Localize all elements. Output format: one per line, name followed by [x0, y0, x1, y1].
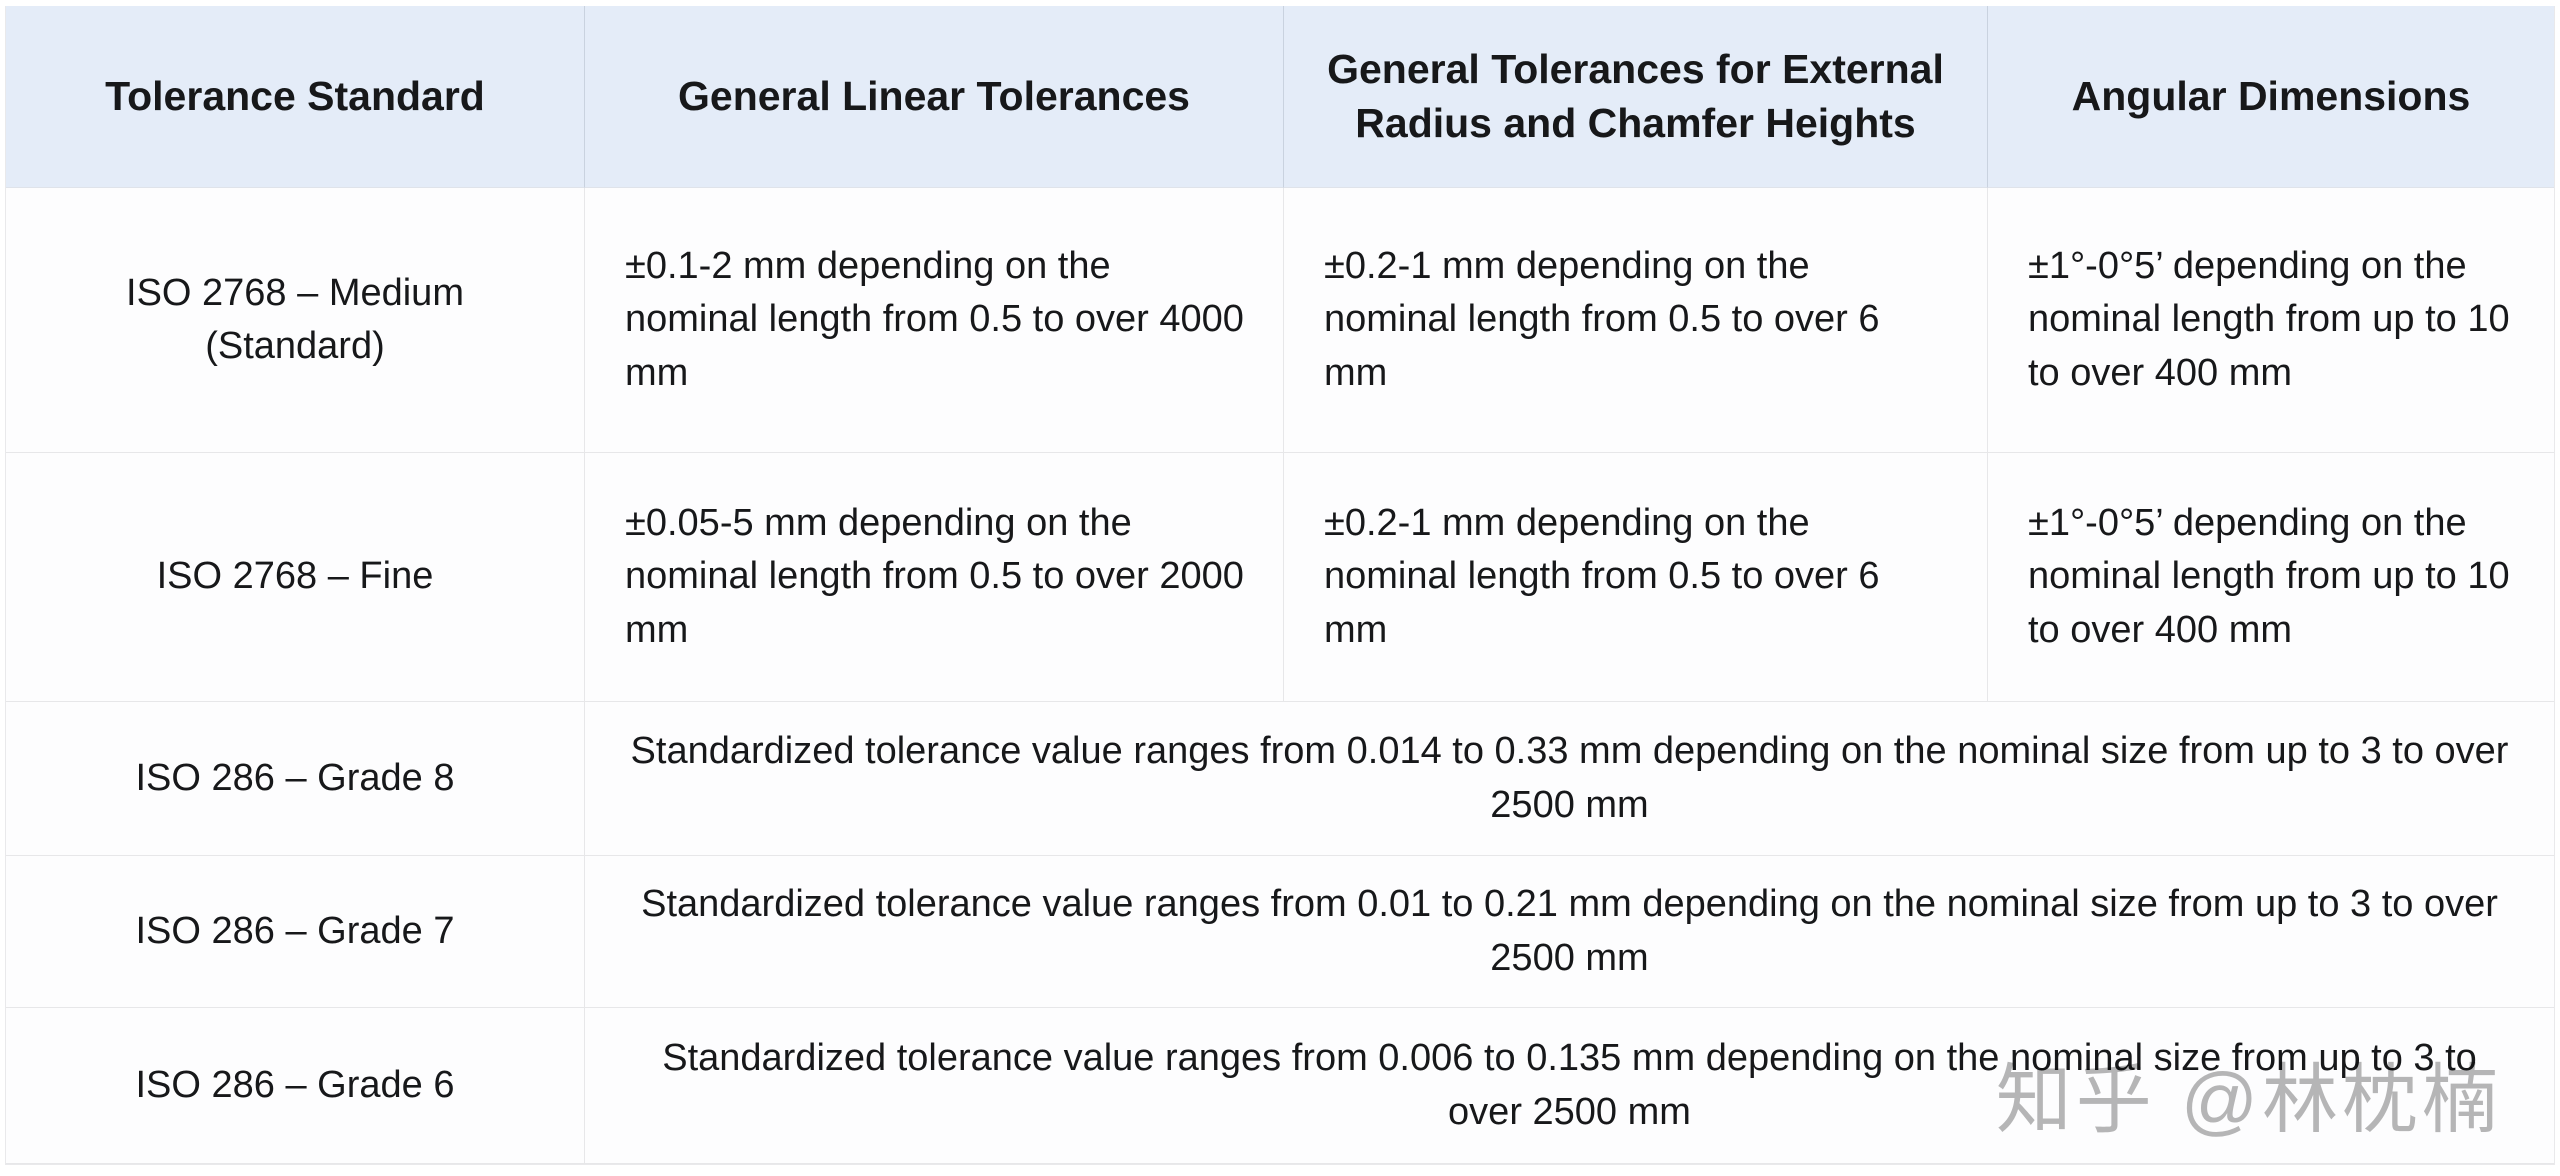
table-row: ISO 286 – Grade 7 Standardized tolerance… [6, 856, 2554, 1008]
tolerance-value: ±0.05-5 mm depending on the nominal leng… [625, 502, 1244, 651]
table-row: ISO 2768 – Medium (Standard) ±0.1-2 mm d… [6, 188, 2554, 453]
header-cell-radius-chamfer: General Tolerances for External Radius a… [1284, 6, 1988, 188]
tolerance-value: ±0.2-1 mm depending on the nominal lengt… [1324, 245, 1880, 394]
table-row: ISO 286 – Grade 6 Standardized tolerance… [6, 1008, 2554, 1164]
cell-angular: ±1°-0°5’ depending on the nominal length… [1988, 453, 2554, 702]
tolerance-value: ±0.2-1 mm depending on the nominal lengt… [1324, 502, 1880, 651]
header-label: Tolerance Standard [105, 72, 485, 119]
standard-name: ISO 286 – Grade 6 [135, 1063, 455, 1106]
header-label: Angular Dimensions [2071, 72, 2471, 119]
cell-radius-chamfer: ±0.2-1 mm depending on the nominal lengt… [1284, 188, 1988, 453]
table-row: ISO 2768 – Fine ±0.05-5 mm depending on … [6, 453, 2554, 702]
cell-angular: ±1°-0°5’ depending on the nominal length… [1988, 188, 2554, 453]
cell-merged-value: Standardized tolerance value ranges from… [585, 1008, 2554, 1164]
tolerance-value: Standardized tolerance value ranges from… [641, 883, 2498, 979]
cell-standard: ISO 286 – Grade 6 [6, 1008, 585, 1164]
cell-standard: ISO 2768 – Fine [6, 453, 585, 702]
tolerance-standards-table: Tolerance Standard General Linear Tolera… [5, 6, 2555, 1165]
tolerance-value: Standardized tolerance value ranges from… [630, 730, 2509, 826]
tolerance-value: ±0.1-2 mm depending on the nominal lengt… [625, 245, 1244, 394]
standard-name: ISO 286 – Grade 7 [135, 909, 455, 952]
cell-merged-value: Standardized tolerance value ranges from… [585, 702, 2554, 856]
cell-linear-tolerance: ±0.05-5 mm depending on the nominal leng… [585, 453, 1284, 702]
cell-radius-chamfer: ±0.2-1 mm depending on the nominal lengt… [1284, 453, 1988, 702]
standard-name: ISO 2768 – Fine [156, 555, 434, 598]
tolerance-value: Standardized tolerance value ranges from… [662, 1037, 2477, 1133]
tolerance-value: ±1°-0°5’ depending on the nominal length… [2028, 502, 2510, 651]
header-cell-general-linear-tolerances: General Linear Tolerances [585, 6, 1284, 188]
cell-standard: ISO 286 – Grade 7 [6, 856, 585, 1008]
table-row: ISO 286 – Grade 8 Standardized tolerance… [6, 702, 2554, 856]
standard-name: ISO 286 – Grade 8 [135, 756, 455, 799]
header-label: General Linear Tolerances [678, 72, 1190, 119]
cell-merged-value: Standardized tolerance value ranges from… [585, 856, 2554, 1008]
header-cell-angular-dimensions: Angular Dimensions [1988, 6, 2554, 188]
cell-linear-tolerance: ±0.1-2 mm depending on the nominal lengt… [585, 188, 1284, 453]
cell-standard: ISO 2768 – Medium (Standard) [6, 188, 585, 453]
cell-standard: ISO 286 – Grade 8 [6, 702, 585, 856]
standard-name: ISO 2768 – Medium (Standard) [126, 271, 464, 367]
header-label: General Tolerances for External Radius a… [1327, 46, 1944, 146]
tolerance-value: ±1°-0°5’ depending on the nominal length… [2028, 245, 2510, 394]
table-header-row: Tolerance Standard General Linear Tolera… [6, 6, 2554, 188]
header-cell-tolerance-standard: Tolerance Standard [6, 6, 585, 188]
